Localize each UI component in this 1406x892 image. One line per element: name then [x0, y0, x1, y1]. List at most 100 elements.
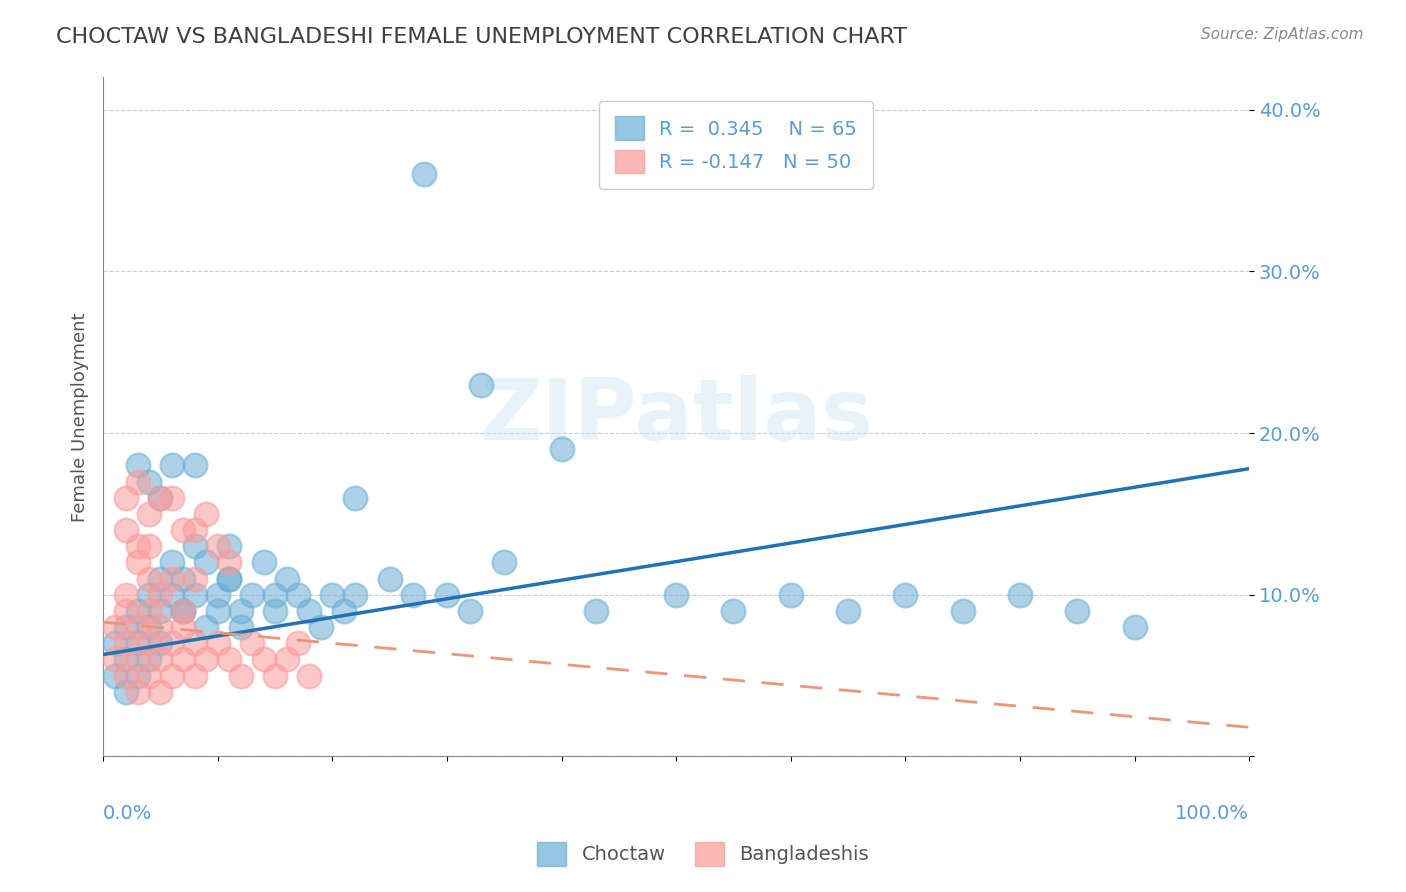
Point [149, 491, 172, 505]
Point [436, 588, 458, 602]
Point [138, 572, 160, 586]
Point [184, 539, 207, 553]
Point [160, 636, 183, 650]
Point [585, 604, 607, 618]
Point [149, 636, 172, 650]
Point [172, 604, 194, 618]
Point [309, 620, 332, 634]
Point [149, 588, 172, 602]
Point [184, 668, 207, 682]
Point [160, 458, 183, 473]
Point [127, 604, 149, 618]
Point [550, 442, 572, 457]
Point [115, 604, 138, 618]
Point [115, 636, 138, 650]
Point [207, 588, 229, 602]
Point [298, 668, 321, 682]
Point [1123, 620, 1146, 634]
Point [138, 652, 160, 666]
Point [264, 588, 287, 602]
Point [779, 588, 801, 602]
Point [104, 620, 127, 634]
Point [195, 652, 218, 666]
Point [172, 604, 194, 618]
Point [138, 539, 160, 553]
Point [138, 620, 160, 634]
Point [1066, 604, 1088, 618]
Text: CHOCTAW VS BANGLADESHI FEMALE UNEMPLOYMENT CORRELATION CHART: CHOCTAW VS BANGLADESHI FEMALE UNEMPLOYME… [56, 27, 907, 46]
Point [229, 668, 252, 682]
Y-axis label: Female Unemployment: Female Unemployment [72, 312, 89, 522]
Point [138, 604, 160, 618]
Point [413, 168, 436, 182]
Point [252, 556, 274, 570]
Point [287, 636, 309, 650]
Point [184, 572, 207, 586]
Point [894, 588, 917, 602]
Legend: R =  0.345    N = 65, R = -0.147   N = 50: R = 0.345 N = 65, R = -0.147 N = 50 [599, 101, 873, 189]
Text: ZIPatlas: ZIPatlas [479, 376, 873, 458]
Point [160, 556, 183, 570]
Point [138, 507, 160, 521]
Point [240, 636, 263, 650]
Point [138, 475, 160, 489]
Point [321, 588, 343, 602]
Point [115, 588, 138, 602]
Point [218, 572, 240, 586]
Point [115, 668, 138, 682]
Point [287, 588, 309, 602]
Point [218, 556, 240, 570]
Point [298, 604, 321, 618]
Point [252, 652, 274, 666]
Point [127, 539, 149, 553]
Point [115, 523, 138, 537]
Point [207, 539, 229, 553]
Point [172, 604, 194, 618]
Point [127, 668, 149, 682]
Point [837, 604, 859, 618]
Point [1008, 588, 1031, 602]
Point [127, 556, 149, 570]
Point [127, 458, 149, 473]
Point [104, 668, 127, 682]
Point [115, 652, 138, 666]
Point [952, 604, 974, 618]
Point [149, 620, 172, 634]
Point [333, 604, 356, 618]
Point [160, 588, 183, 602]
Point [665, 588, 688, 602]
Point [218, 652, 240, 666]
Point [184, 588, 207, 602]
Point [149, 572, 172, 586]
Point [195, 507, 218, 521]
Point [458, 604, 481, 618]
Text: 100.0%: 100.0% [1175, 804, 1249, 823]
Point [127, 475, 149, 489]
Point [115, 620, 138, 634]
Text: 0.0%: 0.0% [103, 804, 152, 823]
Point [104, 636, 127, 650]
Point [104, 652, 127, 666]
Point [207, 604, 229, 618]
Point [160, 668, 183, 682]
Point [184, 458, 207, 473]
Point [378, 572, 401, 586]
Text: Source: ZipAtlas.com: Source: ZipAtlas.com [1201, 27, 1364, 42]
Point [115, 491, 138, 505]
Point [470, 377, 492, 392]
Point [149, 684, 172, 698]
Point [240, 588, 263, 602]
Point [195, 556, 218, 570]
Point [218, 572, 240, 586]
Point [172, 620, 194, 634]
Point [401, 588, 423, 602]
Point [723, 604, 745, 618]
Point [172, 523, 194, 537]
Point [160, 572, 183, 586]
Point [344, 491, 367, 505]
Point [127, 636, 149, 650]
Point [276, 652, 298, 666]
Point [264, 604, 287, 618]
Point [344, 588, 367, 602]
Point [229, 620, 252, 634]
